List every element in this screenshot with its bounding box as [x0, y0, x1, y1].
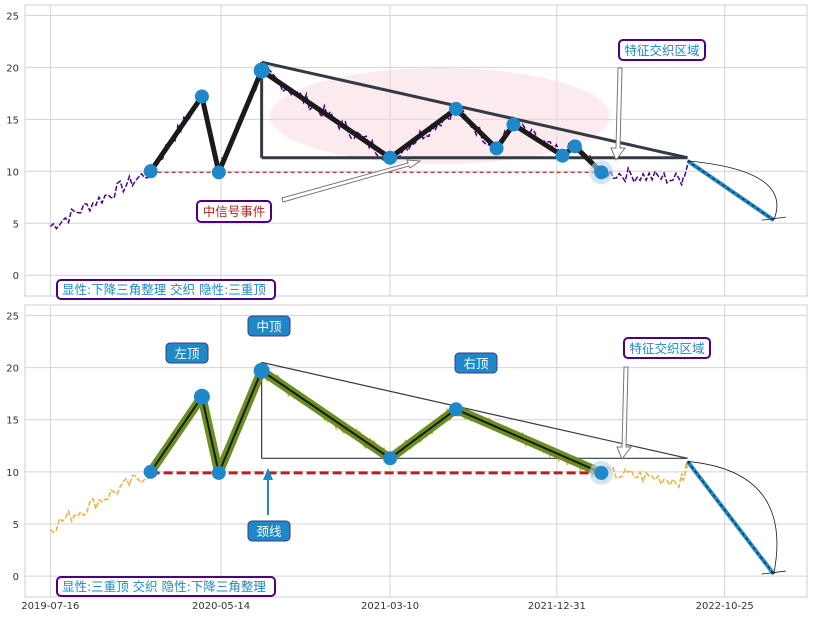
top-zone-label-box: 特征交织区域 [618, 39, 706, 61]
pattern-node [143, 164, 158, 179]
bottom-caption-box: 显性:三重顶 交织 隐性:下降三角整理 [56, 576, 276, 597]
top-panel: 0 5 10 15 20 25 特征交织区域 中信号事件 显性:下降三角整理 交织 隐性:… [6, 4, 808, 300]
y-tick-label: 0 [13, 271, 19, 282]
top-zone-arrow [610, 67, 626, 161]
pattern-node [383, 150, 398, 165]
forecast-arc [687, 160, 778, 221]
pattern-node [555, 148, 570, 163]
y-tick-label: 5 [13, 219, 19, 230]
bottom-zone-arrow [616, 366, 632, 460]
pattern-node [211, 465, 226, 480]
x-axis-ticks: 2019-07-16 2020-05-14 2021-03-10 2021-12-31… [21, 601, 754, 612]
bottom-zone-label: 特征交织区域 [629, 341, 704, 356]
x-tick-label: 2021-12-31 [528, 601, 586, 612]
pattern-outline [146, 366, 604, 478]
top-zone-label: 特征交织区域 [624, 43, 699, 58]
bottom-panel: 0 5 10 15 20 25 左顶 中顶 右顶 颈线 特征交织区域 [6, 304, 808, 598]
y-tick-label: 15 [6, 416, 19, 427]
label-right-top: 右顶 [454, 352, 498, 374]
top-highlight-ellipse [270, 68, 610, 164]
forecast-line [685, 460, 776, 576]
bottom-panel-frame [24, 304, 808, 598]
triangle-upper-line [261, 361, 688, 459]
y-tick-label: 15 [6, 115, 19, 126]
pattern-node [489, 141, 504, 156]
pattern-node [253, 362, 270, 379]
x-tick-label: 2022-10-25 [696, 601, 754, 612]
pattern-node [506, 117, 521, 132]
forecast-arc [687, 461, 778, 575]
bottom-price-series [49, 371, 689, 534]
y-tick-label: 0 [13, 572, 19, 583]
pattern-node [594, 465, 609, 480]
y-tick-label: 25 [6, 11, 19, 22]
svg-text:左顶: 左顶 [174, 346, 200, 361]
neckline-arrow-head [263, 468, 273, 480]
bottom-zone-label-box: 特征交织区域 [623, 337, 711, 359]
pattern-node [194, 89, 209, 104]
y-tick-label: 20 [6, 63, 19, 74]
pattern-node [211, 165, 226, 180]
top-pattern-nodes [143, 62, 614, 185]
forecast-line [686, 159, 775, 222]
svg-text:颈线: 颈线 [256, 524, 282, 539]
top-caption: 显性:下降三角整理 交织 隐性:三重顶 [62, 282, 266, 297]
pattern-node [567, 139, 582, 154]
top-forecast-arrow [686, 159, 786, 222]
bottom-y-ticks: 0 5 10 15 20 25 [6, 311, 19, 583]
label-neckline: 颈线 [247, 520, 291, 542]
top-grid [25, 5, 807, 296]
y-tick-label: 5 [13, 520, 19, 531]
forecast-cap [761, 216, 786, 221]
top-caption-box: 显性:下降三角整理 交织 隐性:三重顶 [56, 279, 276, 300]
signal-event-label: 中信号事件 [203, 204, 266, 219]
x-tick-label: 2020-05-14 [192, 601, 250, 612]
forecast-cap [761, 570, 786, 575]
price-line [49, 371, 689, 534]
y-tick-label: 25 [6, 311, 19, 322]
top-panel-frame [24, 4, 808, 297]
pattern-node [253, 62, 270, 79]
top-y-ticks: 0 5 10 15 20 25 [6, 11, 19, 282]
bottom-pattern-lines [146, 366, 604, 478]
signal-event-box: 中信号事件 [196, 200, 272, 223]
bottom-pattern-nodes [143, 362, 614, 485]
y-tick-label: 10 [6, 468, 19, 479]
bottom-forecast-arrow [685, 460, 786, 576]
pattern-node [449, 402, 464, 417]
y-tick-label: 10 [6, 167, 19, 178]
x-tick-label: 2021-03-10 [361, 601, 419, 612]
y-tick-label: 20 [6, 364, 19, 375]
pattern-node [383, 451, 398, 466]
svg-text:中顶: 中顶 [256, 319, 282, 334]
svg-text:右顶: 右顶 [463, 356, 489, 371]
x-tick-label: 2019-07-16 [21, 601, 79, 612]
bottom-caption: 显性:三重顶 交织 隐性:下降三角整理 [62, 579, 266, 594]
label-left-top: 左顶 [165, 342, 209, 364]
pattern-node [449, 101, 464, 116]
signal-event-arrow [281, 159, 422, 203]
pattern-node [193, 388, 210, 405]
label-middle-top: 中顶 [247, 315, 291, 337]
pattern-node [594, 165, 609, 180]
pattern-node [143, 464, 158, 479]
